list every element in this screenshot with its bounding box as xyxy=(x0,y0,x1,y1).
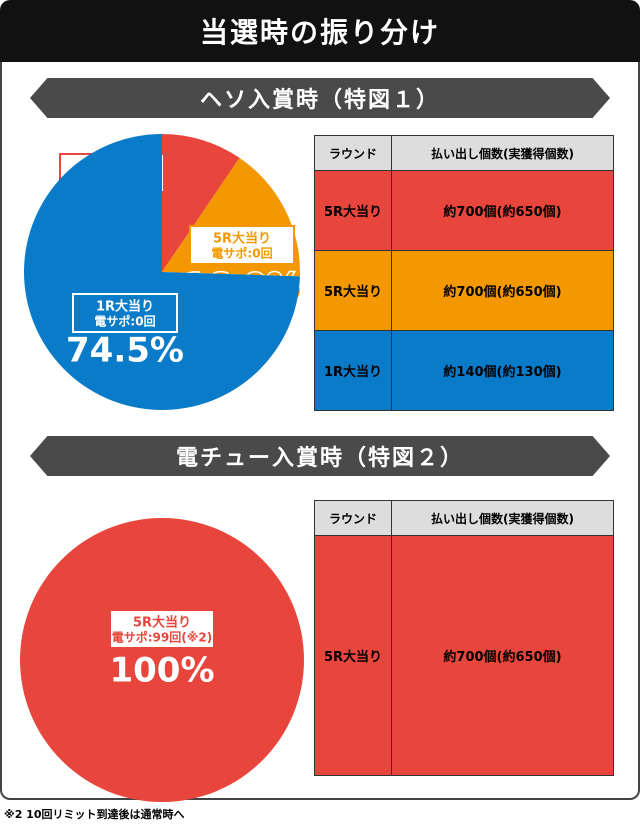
slice-sublabel: 電サポ:99回(※2) xyxy=(112,630,212,645)
footnote: ※2 10回リミット到達後は通常時へ xyxy=(4,808,185,821)
page-title: 当選時の振り分け xyxy=(0,0,640,62)
value-label: 74.5% xyxy=(66,331,184,371)
payout-table: ラウンド 払い出し個数(実獲得個数) 5R大当り 約700個(約650個) xyxy=(314,500,614,776)
slice-sublabel: 電サポ:0回 xyxy=(94,314,155,329)
table-cell: 5R大当り xyxy=(314,535,392,776)
value-label: 100% xyxy=(109,651,214,691)
table-header: 払い出し個数(実獲得個数) xyxy=(391,135,614,171)
slice-label: 5R大当り xyxy=(133,615,191,631)
table-cell: 5R大当り xyxy=(314,250,392,331)
panel xyxy=(0,62,640,800)
label-box xyxy=(72,293,178,333)
pie-slice xyxy=(20,518,304,802)
pie-slice xyxy=(24,134,300,410)
table-header: ラウンド xyxy=(314,500,392,536)
slice-label: 1R大当り xyxy=(96,299,154,315)
label-box xyxy=(189,225,295,265)
table-cell: 1R大当り xyxy=(314,330,392,411)
label-box xyxy=(109,609,215,649)
table-header: ラウンド xyxy=(314,135,392,171)
payout-table: ラウンド 払い出し個数(実獲得個数) 5R大当り 約700個(約650個) 5R大当り約… xyxy=(314,135,614,411)
table-cell: 約700個(約650個) xyxy=(391,250,614,331)
table-cell: 5R大当り xyxy=(314,170,392,251)
table-header: 払い出し個数(実獲得個数) xyxy=(391,500,614,536)
table-cell: 約140個(約130個) xyxy=(391,330,614,411)
slice-label: 5R大当り xyxy=(213,231,271,247)
table-cell: 約700個(約650個) xyxy=(391,535,614,776)
table-cell: 約700個(約650個) xyxy=(391,170,614,251)
section-title: 電チュー入賞時（特図２） xyxy=(30,436,610,476)
pie-slice xyxy=(162,134,240,272)
slice-sublabel: 電サポ:0回 xyxy=(211,246,272,261)
section-title: ヘソ入賞時（特図１） xyxy=(30,78,610,118)
